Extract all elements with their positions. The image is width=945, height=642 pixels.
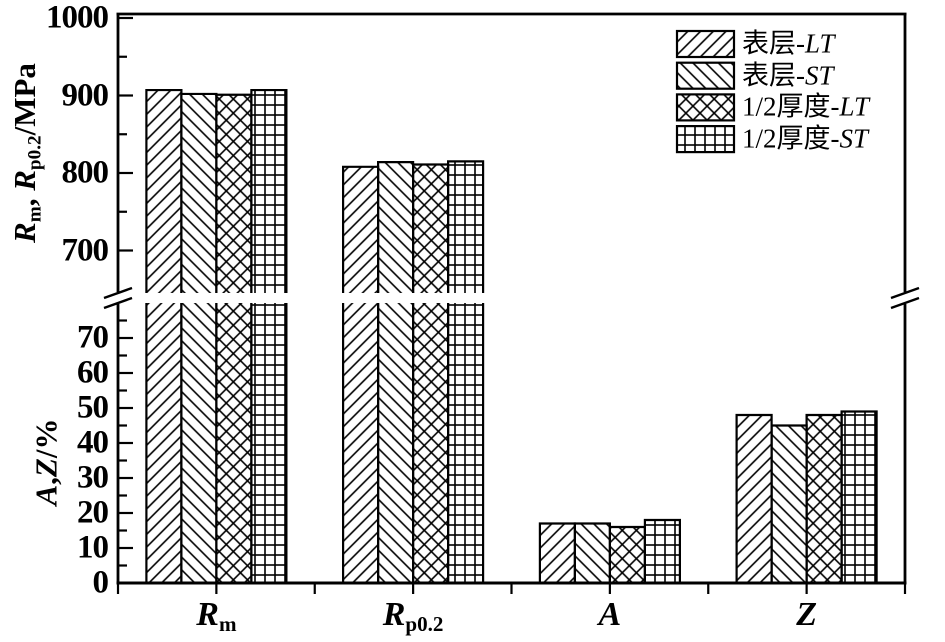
axis-title-segment: Z xyxy=(28,458,64,478)
y-tick-label: 30 xyxy=(77,459,109,496)
legend-swatch-diagonal-up xyxy=(675,29,736,59)
bar-diagonal-up xyxy=(539,523,575,583)
axis-break-icon xyxy=(890,286,920,300)
bar-crosshatch xyxy=(413,164,449,293)
bar-diagonal-up xyxy=(736,415,772,583)
bar-outline xyxy=(250,303,288,583)
bar-outline xyxy=(840,410,878,583)
x-label-main: Z xyxy=(796,596,817,633)
x-label-subscript: p0.2 xyxy=(405,611,444,636)
bar-diagonal-up xyxy=(146,303,182,583)
bar-crosshatch xyxy=(216,303,252,583)
bar-diagonal-down xyxy=(574,523,610,583)
bar-diagonal-up xyxy=(343,166,379,293)
bar-diagonal-down xyxy=(378,162,414,293)
bar-diagonal-down xyxy=(181,303,217,583)
axis-title-segment: /MPa xyxy=(7,63,43,136)
axis-title-segment: A xyxy=(28,484,64,506)
axis-title-segment: , xyxy=(28,477,64,485)
axis-title-segment: R xyxy=(7,222,43,243)
legend-label-prefix: 表层- xyxy=(742,60,805,91)
y-tick-label: 20 xyxy=(77,494,109,531)
axis-break-icon xyxy=(890,296,920,310)
bar-crosshatch xyxy=(216,94,252,293)
y-tick-label: 800 xyxy=(61,154,110,191)
axis-break-icon xyxy=(103,286,133,300)
bar-diagonal-up xyxy=(343,303,379,583)
legend-label-suffix: ST xyxy=(839,123,869,154)
y-axis-title-bottom: A,Z/% xyxy=(28,418,64,506)
legend-label-prefix: 表层- xyxy=(742,28,805,59)
legend-label-prefix: 1/2厚度- xyxy=(742,123,840,154)
bar-grid xyxy=(251,303,287,583)
x-label-main: R xyxy=(196,596,219,633)
legend-label: 表层-ST xyxy=(742,62,834,89)
y-tick-label: 1000 xyxy=(46,0,109,36)
bar-grid xyxy=(644,520,680,583)
axis-title-segment: , xyxy=(7,190,43,207)
axis-break-icon xyxy=(103,296,133,310)
legend-swatch-diagonal-down xyxy=(675,61,736,90)
bar-crosshatch xyxy=(806,415,842,583)
x-label-main: A xyxy=(598,596,622,633)
x-category-label: A xyxy=(520,596,700,636)
x-category-label: Z xyxy=(717,596,897,636)
bar-diagonal-down xyxy=(771,425,807,583)
y-tick-label: 60 xyxy=(77,354,109,391)
bar-outline xyxy=(447,160,485,293)
x-category-label: Rp0.2 xyxy=(323,596,503,636)
legend-label: 表层-LT xyxy=(742,28,835,59)
bar-crosshatch xyxy=(609,527,645,583)
bar-grid xyxy=(448,161,484,293)
x-category-label: Rm xyxy=(126,596,306,636)
axis-title-segment: p0.2 xyxy=(24,135,46,171)
bar-outline xyxy=(250,88,288,293)
y-tick-label: 70 xyxy=(77,319,109,356)
legend-label-suffix: ST xyxy=(805,60,834,91)
y-tick-label: 10 xyxy=(77,529,109,566)
legend-label-prefix: 1/2厚度- xyxy=(742,91,840,122)
bar-diagonal-down xyxy=(378,303,414,583)
y-tick-label: 0 xyxy=(92,564,110,601)
bar-grid xyxy=(448,303,484,583)
y-tick-label: 700 xyxy=(61,232,110,268)
bar-grid xyxy=(841,411,877,583)
legend-swatch-grid xyxy=(675,124,736,154)
legend-label-suffix: LT xyxy=(805,28,835,59)
y-tick-label: 40 xyxy=(77,424,109,461)
y-axis-title-top: Rm, Rp0.2/MPa xyxy=(7,63,46,243)
bar-outline xyxy=(447,303,485,583)
legend-label-suffix: LT xyxy=(839,91,870,122)
bar-diagonal-up xyxy=(146,90,182,293)
legend-swatch-crosshatch xyxy=(675,93,736,122)
legend-label: 1/2厚度-ST xyxy=(742,123,869,154)
x-label-subscript: m xyxy=(218,611,237,636)
bar-grid xyxy=(251,90,287,293)
bar-crosshatch xyxy=(413,303,449,583)
bar-diagonal-down xyxy=(181,93,217,293)
axis-title-segment: R xyxy=(7,170,43,191)
bar-outline xyxy=(643,518,681,583)
legend-label: 1/2厚度-LT xyxy=(742,91,870,122)
y-tick-label: 50 xyxy=(77,389,109,426)
axis-title-segment: m xyxy=(24,206,46,223)
x-label-main: R xyxy=(382,596,406,633)
y-tick-label: 900 xyxy=(61,77,110,113)
axis-title-segment: /% xyxy=(28,418,64,459)
